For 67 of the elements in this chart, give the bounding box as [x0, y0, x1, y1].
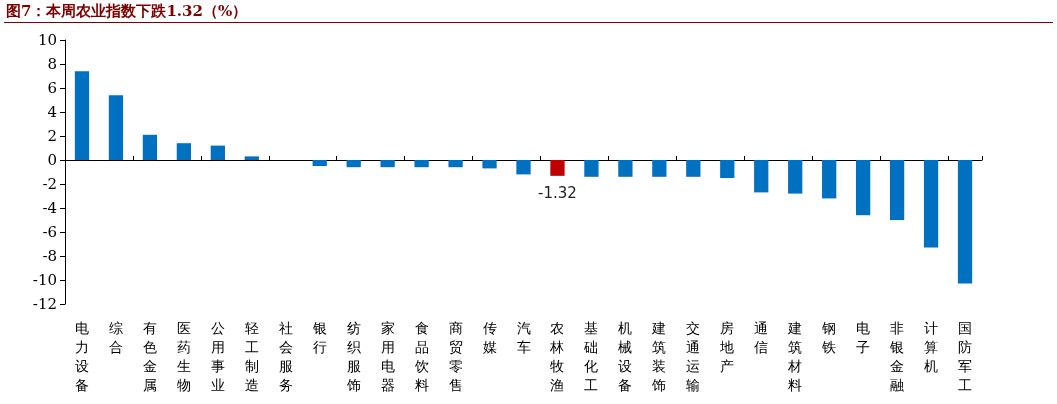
- x-tick-label: 纺织服饰: [345, 319, 361, 393]
- y-tick-label: 4: [47, 103, 57, 121]
- bar: [516, 160, 531, 175]
- bar: [584, 160, 599, 177]
- bar: [720, 160, 735, 178]
- x-tick-label: 食品饮料: [413, 319, 429, 393]
- x-tick-label: 钢铁: [821, 319, 837, 355]
- bar: [482, 160, 497, 169]
- bar: [550, 160, 565, 176]
- x-tick-label: 通信: [754, 319, 769, 355]
- bar: [176, 143, 191, 160]
- data-label: -1.32: [538, 184, 577, 203]
- bar: [686, 160, 701, 177]
- x-tick-label: 电力设备: [74, 319, 89, 393]
- x-tick-label: 轻工制造: [244, 319, 259, 393]
- bar: [957, 160, 973, 284]
- bar: [754, 160, 769, 193]
- bar: [346, 160, 361, 168]
- bar: [142, 134, 158, 160]
- y-tick-label: -12: [32, 295, 57, 313]
- bar: [856, 160, 871, 216]
- x-tick-label: 社会服务: [278, 319, 293, 393]
- y-tick-label: -10: [32, 271, 57, 289]
- x-tick-label: 农林牧渔: [549, 319, 565, 393]
- x-tick-label: 电子: [856, 319, 871, 355]
- x-tick-label: 银行: [311, 319, 327, 355]
- y-tick-label: -4: [42, 199, 57, 217]
- x-tick-label: 建筑材料: [787, 319, 803, 393]
- bar: [618, 160, 633, 177]
- bar: [448, 160, 463, 168]
- y-tick-label: 8: [47, 55, 57, 73]
- x-tick-label: 非银金融: [889, 319, 905, 393]
- bar: [822, 160, 837, 199]
- x-tick-label: 综合: [108, 319, 123, 355]
- y-tick-label: -8: [42, 247, 57, 265]
- x-tick-label: 房地产: [719, 319, 735, 374]
- bar: [312, 160, 327, 166]
- x-tick-label: 基础化工: [583, 319, 599, 393]
- x-tick-label: 医药生物: [176, 319, 191, 393]
- x-tick-label: 国防军工: [958, 319, 973, 393]
- bar: [380, 160, 395, 168]
- x-tick-label: 汽车: [516, 319, 531, 355]
- x-tick-label: 建筑装饰: [651, 319, 667, 393]
- y-tick-label: 6: [47, 79, 57, 97]
- bar: [652, 160, 667, 177]
- x-tick-label: 有色金属: [142, 319, 157, 393]
- bar: [414, 160, 429, 168]
- x-tick-label: 交通运输: [686, 319, 701, 393]
- chart-title: 图7：本周农业指数下跌1.32（%）: [6, 2, 248, 21]
- bar: [108, 95, 124, 160]
- bar: [244, 156, 259, 160]
- y-tick-label: 0: [47, 151, 57, 169]
- y-tick-label: -2: [42, 175, 57, 193]
- x-tick-label: 公用事业: [210, 319, 225, 393]
- bar: [74, 71, 90, 160]
- x-tick-label: 计算机: [924, 319, 939, 374]
- x-tick-label: 传媒: [482, 319, 497, 355]
- bar: [788, 160, 803, 194]
- bar: [923, 160, 939, 248]
- bar: [210, 145, 225, 160]
- bar: [889, 160, 905, 220]
- y-tick-label: 10: [37, 31, 57, 49]
- y-tick-label: -6: [42, 223, 57, 241]
- x-tick-label: 机械设备: [618, 319, 633, 393]
- x-tick-label: 商贸零售: [448, 319, 463, 393]
- x-tick-label: 家用电器: [380, 319, 395, 393]
- y-tick-label: 2: [47, 127, 57, 145]
